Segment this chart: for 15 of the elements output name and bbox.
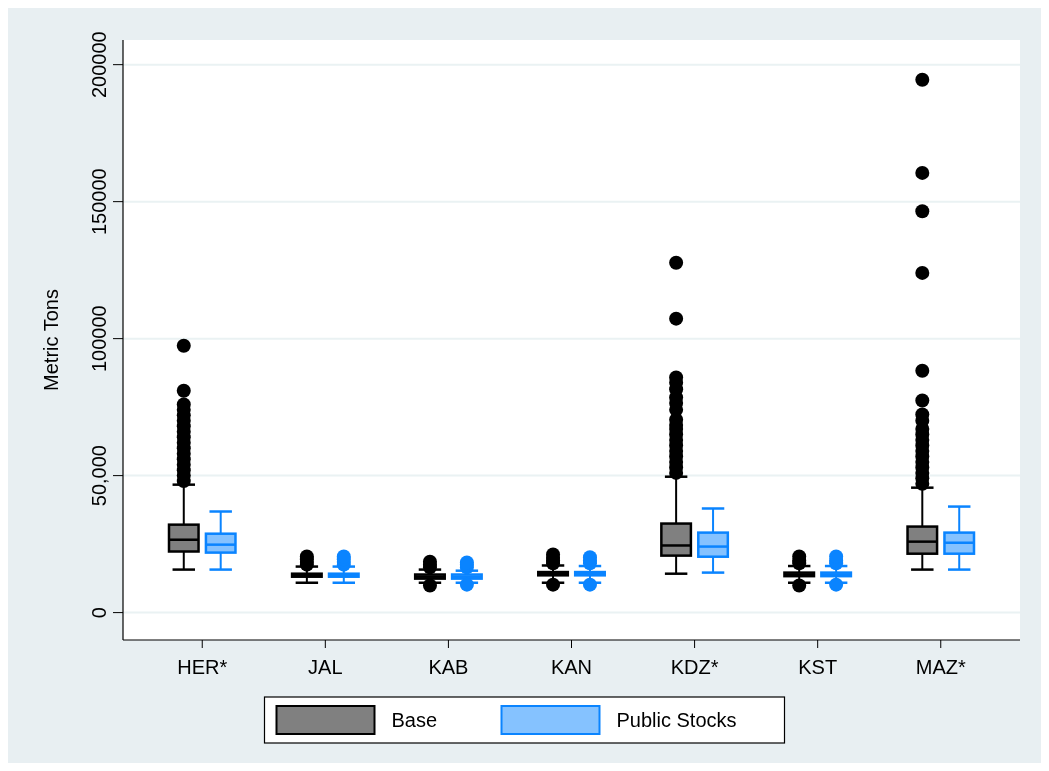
x-tick-label: JAL xyxy=(308,656,343,678)
x-tick-label: MAZ* xyxy=(915,656,966,678)
x-tick-label: KAN xyxy=(550,656,593,678)
x-tick-label: KST xyxy=(798,656,838,678)
x-tick-label: KDZ* xyxy=(670,656,719,678)
y-tick-label: 150000 xyxy=(88,168,110,236)
legend-label: Public Stocks xyxy=(616,709,737,731)
y-tick-label: 0 xyxy=(88,607,110,619)
x-tick-label: HER* xyxy=(177,656,228,678)
y-tick-label: 100000 xyxy=(88,305,110,373)
legend-label: Base xyxy=(391,709,438,731)
x-tick-label: KAB xyxy=(428,656,469,678)
y-tick-label: 200000 xyxy=(88,31,110,99)
y-axis-title: Metric Tons xyxy=(40,289,62,391)
y-tick-label: 50,000 xyxy=(88,445,110,507)
